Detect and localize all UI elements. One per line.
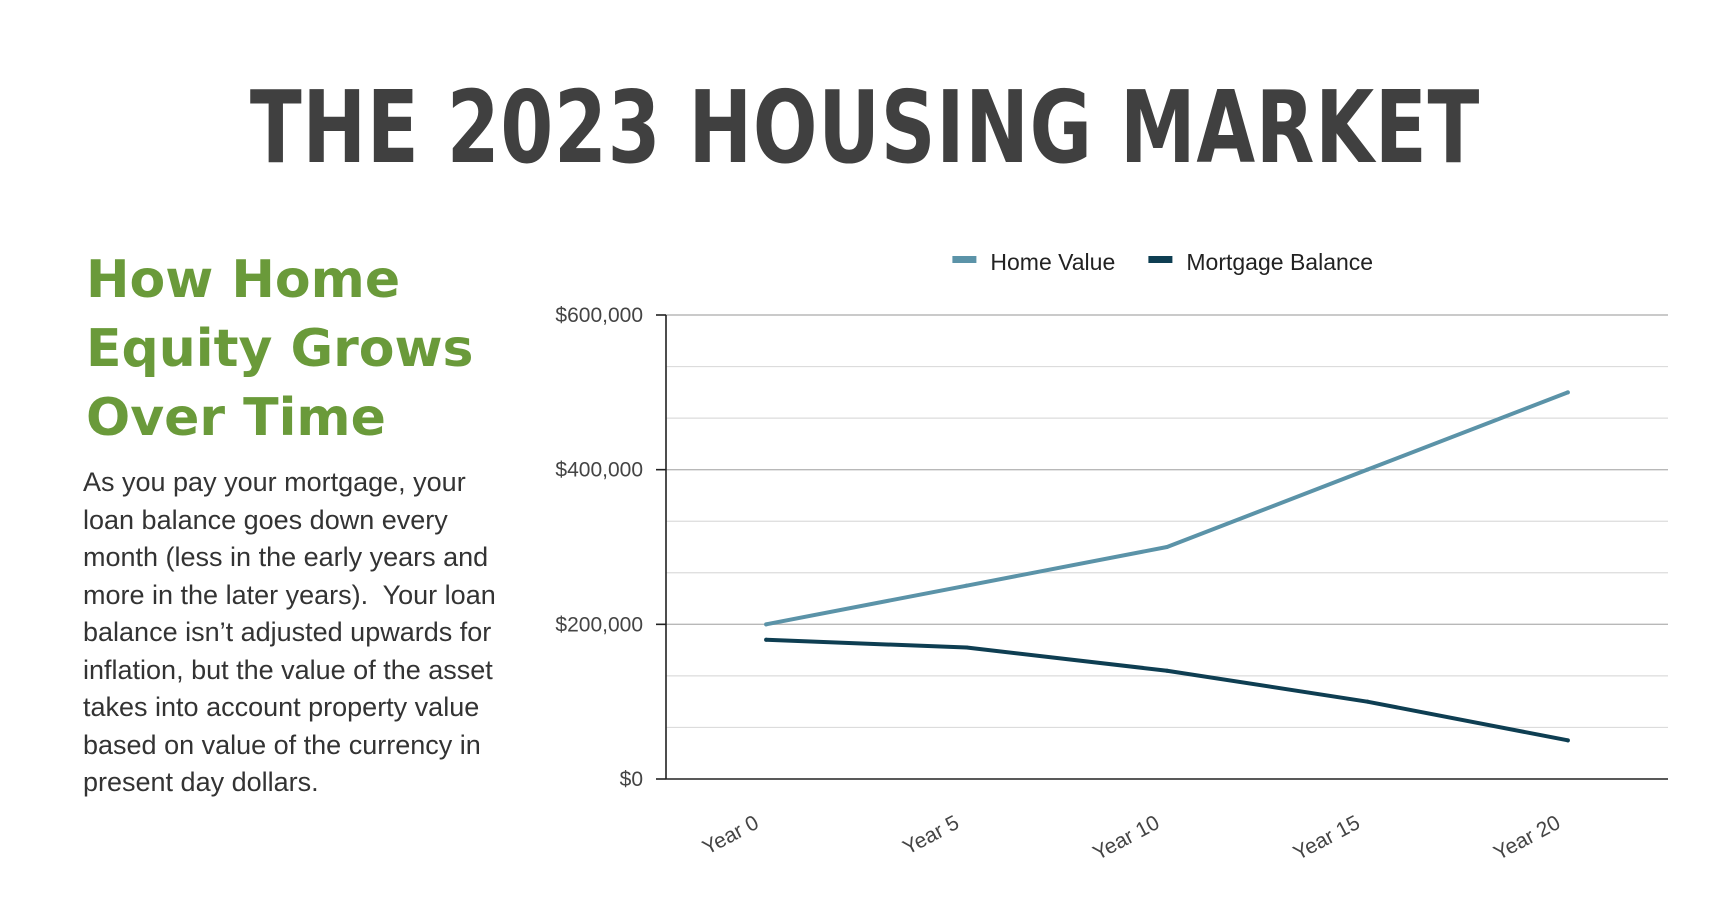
data-point — [1565, 390, 1570, 395]
section-heading-line: How Home — [86, 250, 401, 310]
series-line-mortgage-balance — [764, 637, 1570, 743]
data-point — [764, 637, 769, 642]
data-point — [764, 622, 769, 627]
y-tick-label: $0 — [620, 768, 643, 791]
data-point — [964, 645, 969, 650]
body-line: month (less in the early years and — [83, 542, 489, 572]
y-tick-label: $600,000 — [555, 304, 643, 327]
legend-label: Home Value — [990, 249, 1115, 275]
body-line: more in the later years). Your loan — [83, 579, 496, 610]
x-tick-label: Year 0 — [699, 811, 763, 859]
chart-series — [764, 390, 1570, 743]
body-line: present day dollars. — [83, 767, 319, 797]
data-point — [964, 583, 969, 588]
legend-swatch — [952, 256, 977, 263]
chart-grid — [666, 314, 1668, 729]
section-heading: How Home Equity Grows Over Time — [86, 246, 526, 453]
y-tick-label: $200,000 — [555, 613, 643, 636]
chart-legend: Home Value Mortgage Balance — [952, 249, 1373, 275]
body-line: takes into account property value — [83, 692, 480, 722]
legend-label: Mortgage Balance — [1186, 249, 1373, 275]
x-tick-label: Year 5 — [899, 811, 963, 859]
body-line: loan balance goes down every — [83, 504, 448, 535]
x-tick-label: Year 10 — [1089, 811, 1163, 865]
section-heading-line: Equity Grows — [86, 319, 474, 379]
chart-axes: $0 $200,000 $400,000 $600,000 Year 0 Year 5 Ye… — [555, 304, 1668, 865]
section-heading-line: Over Time — [86, 388, 386, 448]
page-title: THE 2023 HOUSING MARKET — [249, 69, 1481, 186]
y-tick-label: $400,000 — [555, 459, 643, 482]
data-point — [1565, 738, 1570, 743]
body-line: based on value of the currency in — [83, 729, 481, 760]
x-tick-label: Year 20 — [1490, 811, 1564, 865]
data-point — [1365, 699, 1370, 704]
series-line-home-value — [764, 390, 1570, 627]
body-line: As you pay your mortgage, your — [83, 467, 466, 497]
body-paragraph: As you pay your mortgage, your loan bala… — [83, 464, 533, 802]
x-tick-label: Year 15 — [1290, 811, 1364, 865]
data-point — [1365, 467, 1370, 472]
body-line: balance isn’t adjusted upwards for — [83, 617, 492, 647]
data-point — [1165, 545, 1169, 549]
data-point — [1165, 668, 1169, 673]
body-line: inflation, but the value of the asset — [83, 654, 493, 685]
legend-swatch — [1148, 256, 1173, 263]
